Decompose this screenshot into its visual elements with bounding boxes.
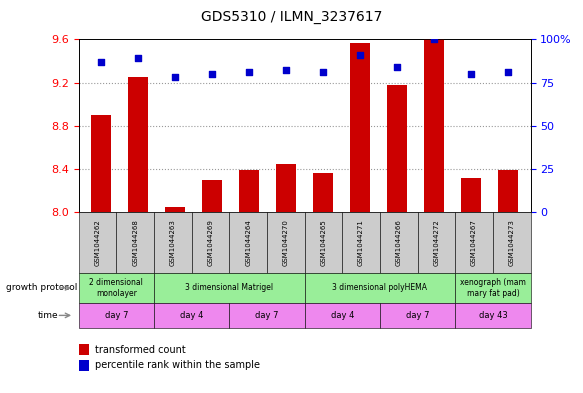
Point [504, 69, 513, 75]
Text: day 7: day 7 [406, 311, 429, 320]
Point [430, 36, 439, 42]
Point [356, 52, 365, 58]
Point [392, 64, 402, 70]
Text: GDS5310 / ILMN_3237617: GDS5310 / ILMN_3237617 [201, 10, 382, 24]
Text: percentile rank within the sample: percentile rank within the sample [95, 360, 260, 370]
Text: GSM1044267: GSM1044267 [471, 219, 477, 266]
Text: transformed count: transformed count [95, 345, 186, 354]
Bar [313, 173, 333, 212]
Text: day 4: day 4 [331, 311, 354, 320]
Bar [424, 39, 444, 212]
Bar [202, 180, 222, 212]
Text: day 43: day 43 [479, 311, 507, 320]
Text: GSM1044263: GSM1044263 [170, 219, 176, 266]
Text: xenograph (mam
mary fat pad): xenograph (mam mary fat pad) [460, 278, 526, 298]
Text: 3 dimensional polyHEMA: 3 dimensional polyHEMA [332, 283, 427, 292]
Text: GSM1044272: GSM1044272 [433, 219, 440, 266]
Bar [387, 85, 408, 212]
Text: day 7: day 7 [104, 311, 128, 320]
Text: time: time [38, 311, 58, 320]
Text: 2 dimensional
monolayer: 2 dimensional monolayer [89, 278, 143, 298]
Bar [165, 207, 185, 212]
Point [96, 59, 106, 65]
Text: GSM1044266: GSM1044266 [396, 219, 402, 266]
Point [318, 69, 328, 75]
Bar [350, 42, 370, 212]
Point [244, 69, 254, 75]
Text: GSM1044264: GSM1044264 [245, 219, 251, 266]
Text: GSM1044270: GSM1044270 [283, 219, 289, 266]
Point [208, 71, 217, 77]
Text: GSM1044262: GSM1044262 [94, 219, 100, 266]
Text: GSM1044269: GSM1044269 [208, 219, 213, 266]
Text: GSM1044268: GSM1044268 [132, 219, 138, 266]
Bar [91, 115, 111, 212]
Text: 3 dimensional Matrigel: 3 dimensional Matrigel [185, 283, 273, 292]
Bar [128, 77, 148, 212]
Bar [239, 170, 259, 212]
Bar [461, 178, 482, 212]
Point [134, 55, 143, 61]
Text: day 4: day 4 [180, 311, 203, 320]
Point [170, 74, 180, 81]
Bar [276, 163, 296, 212]
Text: GSM1044271: GSM1044271 [358, 219, 364, 266]
Text: GSM1044265: GSM1044265 [321, 219, 326, 266]
Point [466, 71, 476, 77]
Bar [498, 170, 518, 212]
Text: growth protocol: growth protocol [6, 283, 77, 292]
Text: GSM1044273: GSM1044273 [509, 219, 515, 266]
Point [282, 67, 291, 73]
Text: day 7: day 7 [255, 311, 279, 320]
